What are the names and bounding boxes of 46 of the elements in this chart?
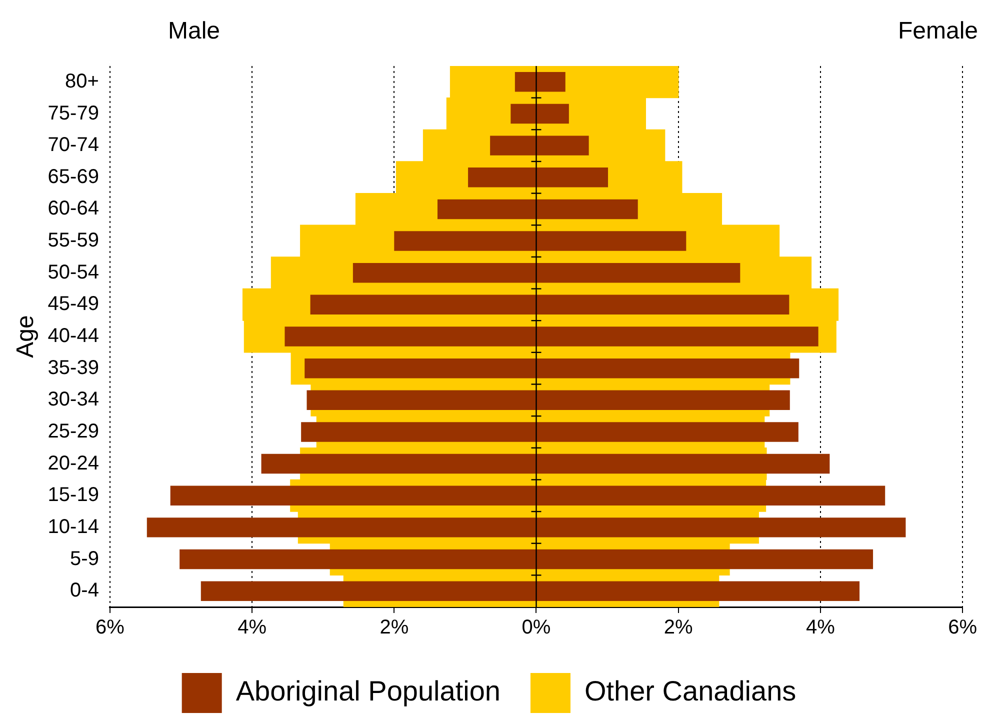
x-tick-label: 6%: [948, 616, 978, 639]
y-tick-label: 30-34: [48, 388, 99, 411]
y-tick-label: 70-74: [48, 134, 99, 156]
y-tick-label: 25-29: [48, 420, 99, 442]
legend-label: Other Canadians: [584, 676, 796, 707]
text: Female: [898, 18, 978, 45]
y-tick-label: 10-14: [48, 516, 99, 538]
bar: [514, 72, 566, 92]
y-tick-label: 20-24: [48, 452, 99, 474]
bar: [510, 104, 569, 124]
y-tick-label: 75-79: [48, 102, 99, 124]
y-tick-label: 80+: [65, 70, 99, 92]
y-tick-label: 65-69: [48, 166, 99, 188]
y-axis-title: Age: [12, 315, 40, 358]
bar: [306, 390, 790, 410]
x-tick-label: 0%: [522, 616, 551, 639]
x-tick-label: 4%: [806, 616, 836, 639]
y-tick-label: 0-4: [70, 580, 99, 602]
y-tick-label: 60-64: [48, 198, 99, 220]
bar: [437, 199, 638, 220]
x-tick-label: 2%: [380, 616, 409, 639]
x-tick-label: 6%: [96, 616, 125, 639]
bar: [352, 262, 740, 283]
bar: [200, 581, 860, 601]
y-tick-label: 50-54: [48, 261, 99, 284]
bar: [284, 326, 818, 346]
bar: [394, 231, 686, 251]
x-tick-label: 4%: [238, 616, 267, 639]
y-tick-label: 15-19: [48, 484, 99, 506]
bar: [146, 518, 906, 538]
y-tick-label: 40-44: [48, 325, 99, 348]
text: Male: [168, 18, 220, 45]
bar: [261, 454, 830, 474]
legend-label: Aboriginal Population: [236, 676, 500, 707]
x-tick-label: 2%: [664, 616, 694, 639]
bar: [490, 136, 589, 156]
bar: [180, 549, 874, 570]
bar: [304, 358, 800, 378]
y-tick-label: 45-49: [48, 293, 99, 316]
bar: [468, 168, 608, 188]
bar: [170, 486, 886, 506]
y-tick-label: 5-9: [70, 548, 99, 570]
bar: [310, 294, 790, 315]
y-tick-label: 35-39: [48, 356, 99, 379]
bar: [301, 422, 798, 442]
y-tick-label: 55-59: [48, 230, 99, 252]
